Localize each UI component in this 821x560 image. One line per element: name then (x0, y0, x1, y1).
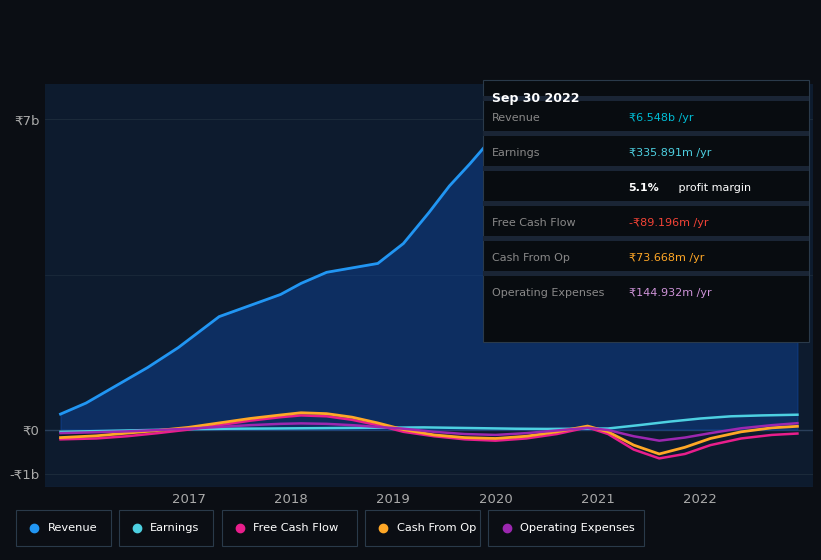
Text: ₹144.932m /yr: ₹144.932m /yr (629, 288, 711, 298)
Text: Operating Expenses: Operating Expenses (520, 523, 635, 533)
Text: 5.1%: 5.1% (629, 183, 659, 193)
Text: Revenue: Revenue (492, 113, 541, 123)
FancyBboxPatch shape (483, 80, 809, 342)
Bar (483, 166, 809, 171)
Bar (483, 236, 809, 241)
Bar (483, 96, 809, 101)
Text: ₹73.668m /yr: ₹73.668m /yr (629, 253, 704, 263)
Text: Revenue: Revenue (48, 523, 97, 533)
Bar (483, 131, 809, 136)
Text: Free Cash Flow: Free Cash Flow (253, 523, 338, 533)
Bar (483, 201, 809, 206)
Text: Cash From Op: Cash From Op (397, 523, 476, 533)
Text: -₹89.196m /yr: -₹89.196m /yr (629, 218, 708, 228)
Bar (483, 270, 809, 276)
Text: Earnings: Earnings (150, 523, 200, 533)
Text: ₹335.891m /yr: ₹335.891m /yr (629, 148, 711, 158)
Text: Earnings: Earnings (492, 148, 540, 158)
Text: Cash From Op: Cash From Op (492, 253, 570, 263)
Text: ₹6.548b /yr: ₹6.548b /yr (629, 113, 693, 123)
Text: Operating Expenses: Operating Expenses (492, 288, 604, 298)
Text: profit margin: profit margin (675, 183, 750, 193)
Text: Sep 30 2022: Sep 30 2022 (492, 92, 580, 105)
Text: Free Cash Flow: Free Cash Flow (492, 218, 576, 228)
